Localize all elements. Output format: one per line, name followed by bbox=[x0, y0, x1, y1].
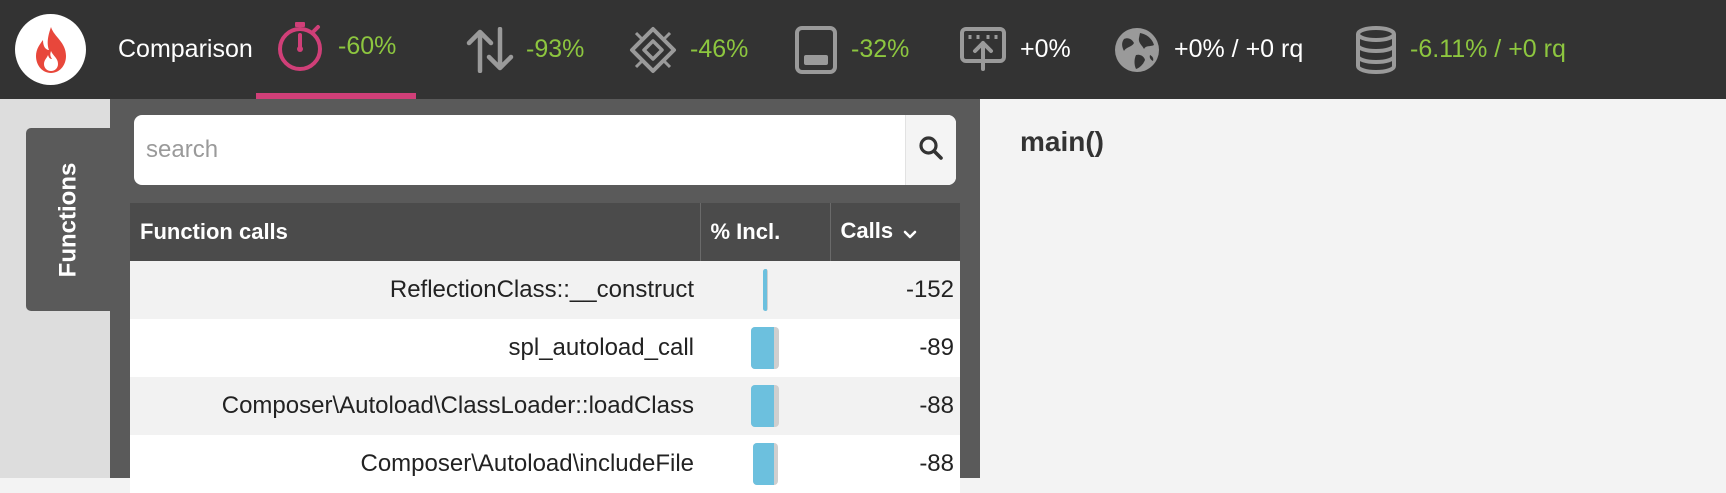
search-icon bbox=[918, 135, 944, 166]
metric-tab-sql[interactable]: -6.11% / +0 rq bbox=[1354, 0, 1566, 99]
metric-value-memory: -32% bbox=[851, 35, 910, 63]
cpu-chip-icon bbox=[628, 25, 678, 75]
metric-value-calls: -93% bbox=[526, 35, 585, 63]
function-detail-title: main() bbox=[1020, 126, 1104, 157]
table-row[interactable]: Composer\Autoload\ClassLoader::loadClass… bbox=[130, 377, 960, 435]
metric-tab-memory[interactable]: -32% bbox=[793, 0, 909, 99]
functions-panel: Function calls % Incl. Calls ReflectionC bbox=[110, 99, 980, 493]
calls-count: -89 bbox=[919, 334, 954, 361]
incl-percent-bar-fill bbox=[752, 443, 774, 485]
column-header-calls[interactable]: Calls bbox=[830, 203, 960, 261]
globe-icon bbox=[1112, 25, 1162, 75]
metric-value-sql: -6.11% / +0 rq bbox=[1410, 35, 1566, 63]
metric-tab-calls[interactable]: -93% bbox=[466, 0, 584, 99]
table-row[interactable]: spl_autoload_call -89 bbox=[130, 319, 960, 377]
page-title: Comparison bbox=[118, 35, 253, 63]
table-row[interactable]: Composer\Autoload\includeFile -88 bbox=[130, 435, 960, 493]
table-row[interactable]: ReflectionClass::__construct -152 bbox=[130, 261, 960, 319]
function-name: spl_autoload_call bbox=[508, 334, 694, 361]
flame-logo-icon[interactable] bbox=[15, 14, 86, 85]
calls-count: -88 bbox=[919, 450, 954, 477]
database-icon bbox=[1354, 25, 1398, 75]
chevron-down-icon bbox=[903, 220, 917, 246]
function-calls-table: Function calls % Incl. Calls ReflectionC bbox=[130, 203, 960, 493]
column-header-label: Function calls bbox=[140, 219, 288, 244]
column-header-label: Calls bbox=[840, 218, 894, 244]
top-bar: Comparison -60% -93% bbox=[0, 0, 1726, 99]
incl-percent-bar bbox=[762, 269, 768, 311]
memory-icon bbox=[793, 25, 839, 75]
incl-percent-bar bbox=[751, 327, 779, 369]
column-header-function-calls[interactable]: Function calls bbox=[130, 203, 701, 261]
calls-count: -88 bbox=[919, 392, 954, 419]
metric-tab-io[interactable]: +0% bbox=[958, 0, 1071, 99]
search-input[interactable] bbox=[134, 115, 904, 185]
metric-value-io: +0% bbox=[1020, 35, 1071, 63]
function-name: Composer\Autoload\includeFile bbox=[360, 450, 694, 477]
incl-percent-bar-fill bbox=[751, 385, 774, 427]
column-header-percent-incl[interactable]: % Incl. bbox=[700, 203, 831, 261]
up-down-arrows-icon bbox=[466, 26, 514, 73]
incl-percent-bar-fill bbox=[762, 269, 767, 311]
metric-tab-network[interactable]: +0% / +0 rq bbox=[1112, 0, 1303, 99]
metric-value-cpu: -46% bbox=[690, 35, 749, 63]
function-name: ReflectionClass::__construct bbox=[389, 276, 694, 303]
tab-functions[interactable]: Functions bbox=[26, 128, 111, 311]
calls-count: -152 bbox=[905, 276, 954, 303]
metric-tab-wall-time[interactable]: -60% bbox=[256, 0, 417, 99]
tab-functions-label: Functions bbox=[54, 162, 82, 277]
incl-percent-bar-fill bbox=[751, 327, 774, 369]
search-box bbox=[134, 115, 956, 185]
incl-percent-bar bbox=[752, 443, 778, 485]
metric-value-wall-time: -60% bbox=[338, 32, 397, 60]
search-button[interactable] bbox=[905, 115, 956, 185]
function-name: Composer\Autoload\ClassLoader::loadClass bbox=[221, 392, 694, 419]
column-header-label: % Incl. bbox=[710, 219, 781, 244]
metric-value-network: +0% / +0 rq bbox=[1174, 35, 1304, 63]
metric-tab-cpu[interactable]: -46% bbox=[628, 0, 748, 99]
upload-network-icon bbox=[958, 25, 1008, 75]
incl-percent-bar bbox=[751, 385, 779, 427]
table-header-row: Function calls % Incl. Calls bbox=[130, 203, 960, 261]
stopwatch-icon bbox=[276, 21, 326, 73]
